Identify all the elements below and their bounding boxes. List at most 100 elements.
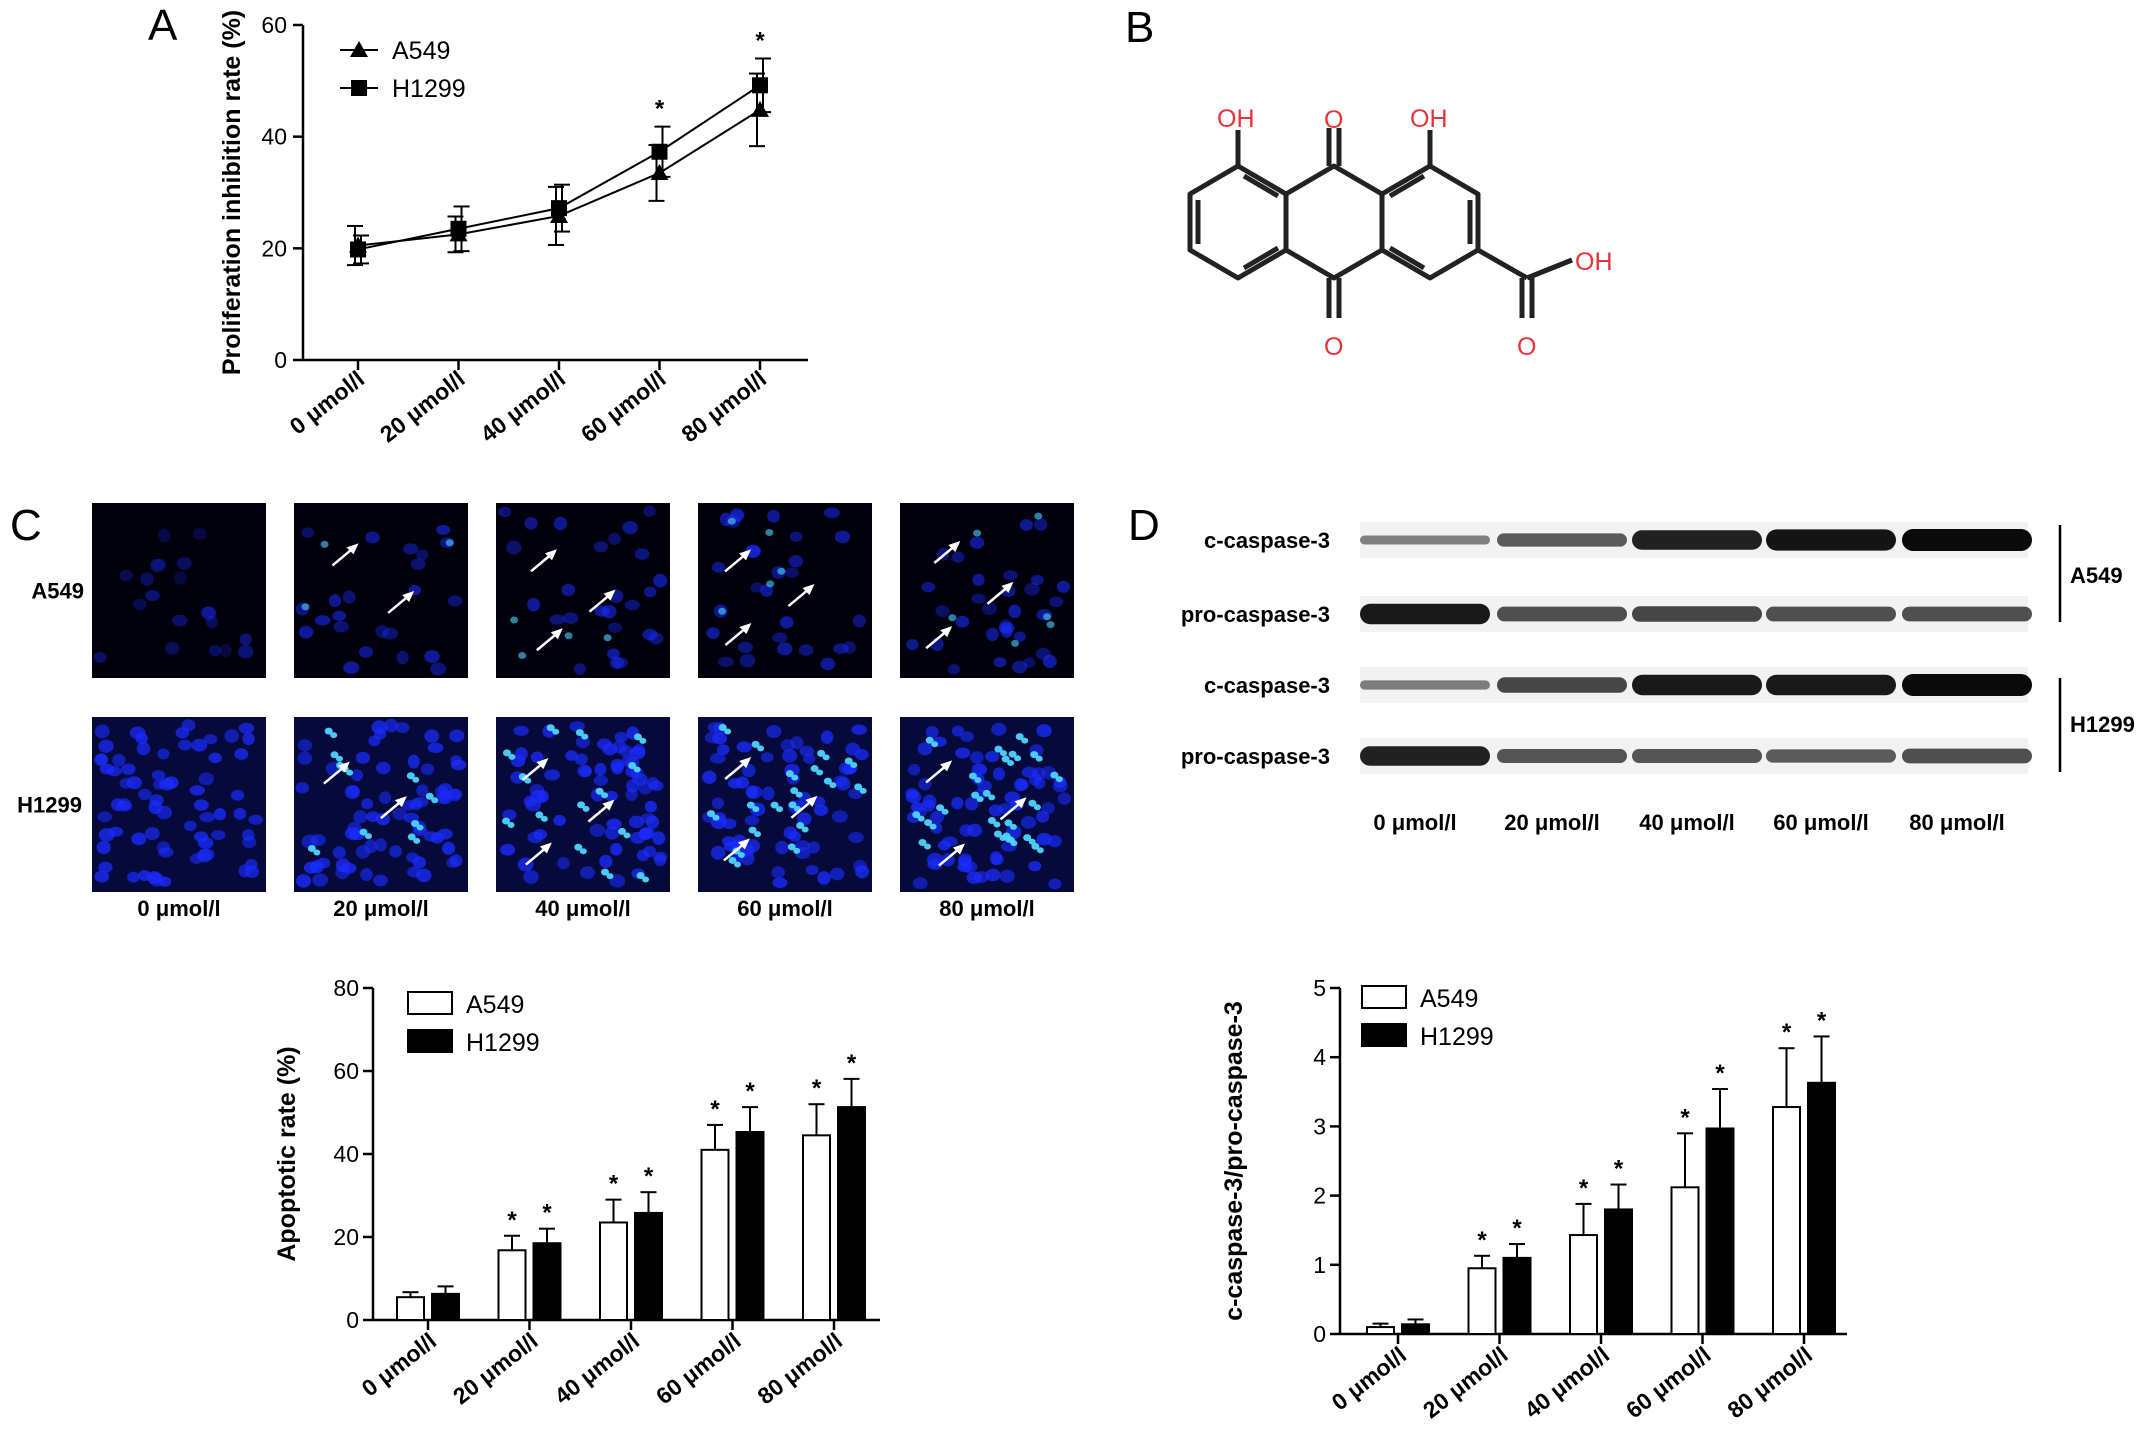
nucleus xyxy=(1023,657,1036,669)
nucleus xyxy=(176,556,192,570)
apoptotic-nucleus xyxy=(941,808,949,815)
nucleus xyxy=(376,761,391,775)
nucleus xyxy=(1003,570,1018,581)
nucleus xyxy=(424,650,440,663)
nucleus xyxy=(435,792,449,804)
chart-d-bar-a549 xyxy=(1670,1186,1700,1336)
nucleus xyxy=(165,641,180,655)
nucleus xyxy=(145,590,160,602)
arrow-icon xyxy=(539,842,552,854)
nucleus xyxy=(112,753,126,767)
micrograph-column-label: 20 μmol/l xyxy=(333,896,428,921)
chart-a-x-tick-label: 80 μmol/l xyxy=(676,365,771,447)
nucleus xyxy=(396,650,409,665)
nucleus xyxy=(594,762,607,776)
chart-d-x-tick-label: 40 μmol/l xyxy=(1519,1341,1614,1423)
chart-c-significance-star: * xyxy=(812,1075,822,1102)
nucleus xyxy=(230,789,245,801)
nucleus xyxy=(709,753,726,764)
blot-band xyxy=(1902,606,2032,622)
nucleus xyxy=(238,722,255,734)
nucleus xyxy=(645,815,660,829)
nucleus xyxy=(189,785,205,796)
apoptotic-nucleus xyxy=(754,831,762,838)
nucleus xyxy=(745,839,760,853)
blot-band xyxy=(1632,530,1762,550)
blot-band xyxy=(1902,529,2032,551)
nucleus xyxy=(644,800,658,813)
nucleus xyxy=(544,769,561,781)
chart-c-bar-h1299 xyxy=(634,1211,663,1322)
nucleus xyxy=(1036,810,1050,823)
nucleus xyxy=(199,811,216,823)
apoptotic-nucleus xyxy=(301,603,310,611)
arrow-icon xyxy=(952,843,965,855)
chart-a-legend-label: H1299 xyxy=(392,75,466,103)
nucleus xyxy=(593,775,609,786)
nucleus xyxy=(416,549,429,561)
blot-band xyxy=(1632,749,1762,763)
apoptotic-nucleus xyxy=(917,815,925,822)
apoptotic-nucleus xyxy=(416,824,424,831)
apoptotic-nucleus xyxy=(988,794,996,801)
nucleus xyxy=(972,573,985,586)
apoptotic-nucleus xyxy=(581,733,589,740)
nucleus xyxy=(604,790,619,802)
nucleus xyxy=(412,856,427,869)
apoptotic-nucleus xyxy=(829,782,837,789)
nucleus xyxy=(127,871,140,883)
nucleus xyxy=(579,866,595,879)
nucleus xyxy=(702,770,717,784)
nucleus xyxy=(966,871,983,884)
blot-band xyxy=(1766,749,1896,763)
nucleus xyxy=(295,874,312,888)
nucleus xyxy=(1036,724,1052,738)
nucleus xyxy=(789,531,803,542)
molecule-label-oh-left: OH xyxy=(1217,105,1255,133)
nucleus xyxy=(446,857,459,868)
nucleus xyxy=(629,746,646,760)
nucleus xyxy=(392,807,407,821)
nucleus xyxy=(636,849,650,862)
chart-c-x-tick-label: 80 μmol/l xyxy=(752,1327,847,1409)
apoptotic-nucleus xyxy=(577,801,586,809)
apoptotic-nucleus xyxy=(330,732,338,739)
nucleus xyxy=(761,786,775,801)
micrograph-image xyxy=(698,717,872,892)
panel-label-a: A xyxy=(148,1,178,50)
nucleus xyxy=(138,870,151,882)
nucleus xyxy=(772,877,788,889)
apoptotic-nucleus xyxy=(734,861,742,868)
chart-d-bar-h1299 xyxy=(1604,1208,1633,1335)
western-blot: c-caspase-3 pro-caspase-3 c-caspase-3 pro-c… xyxy=(1181,522,2135,835)
apoptotic-nucleus xyxy=(757,745,765,752)
chart-d-significance-star: * xyxy=(1614,1156,1624,1183)
chart-d-significance-star: * xyxy=(1512,1215,1522,1242)
nucleus xyxy=(805,864,819,876)
chart-a-y-tick-label: 0 xyxy=(274,347,287,373)
apoptotic-nucleus xyxy=(748,826,757,834)
chart-d-y-axis-label: c-caspase-3/pro-caspase-3 xyxy=(1220,1001,1248,1321)
nucleus xyxy=(970,751,984,764)
nucleus xyxy=(1034,518,1048,531)
nucleus xyxy=(497,506,512,518)
chart-c-y-tick-label: 60 xyxy=(333,1058,359,1084)
chart-d-bar-h1299 xyxy=(1705,1127,1735,1335)
nucleus xyxy=(98,739,114,753)
nucleus xyxy=(436,524,451,535)
blot-row-label: c-caspase-3 xyxy=(1204,528,1330,553)
chart-c-significance-star: * xyxy=(745,1078,755,1105)
arrow-icon xyxy=(737,838,750,850)
nucleus xyxy=(136,742,151,756)
micrograph-column-label: 0 μmol/l xyxy=(137,896,220,921)
nucleus xyxy=(214,808,227,821)
apoptotic-nucleus xyxy=(507,822,515,829)
blot-band xyxy=(1360,680,1490,690)
chart-a-x-tick-label: 0 μmol/l xyxy=(285,365,370,439)
chart-c-x-tick-label: 40 μmol/l xyxy=(549,1327,644,1409)
apoptotic-nucleus xyxy=(535,811,544,819)
nucleus xyxy=(577,764,592,778)
nucleus xyxy=(829,867,845,881)
blot-lane-label: 80 μmol/l xyxy=(1909,810,2004,835)
apoptotic-nucleus xyxy=(912,811,921,819)
